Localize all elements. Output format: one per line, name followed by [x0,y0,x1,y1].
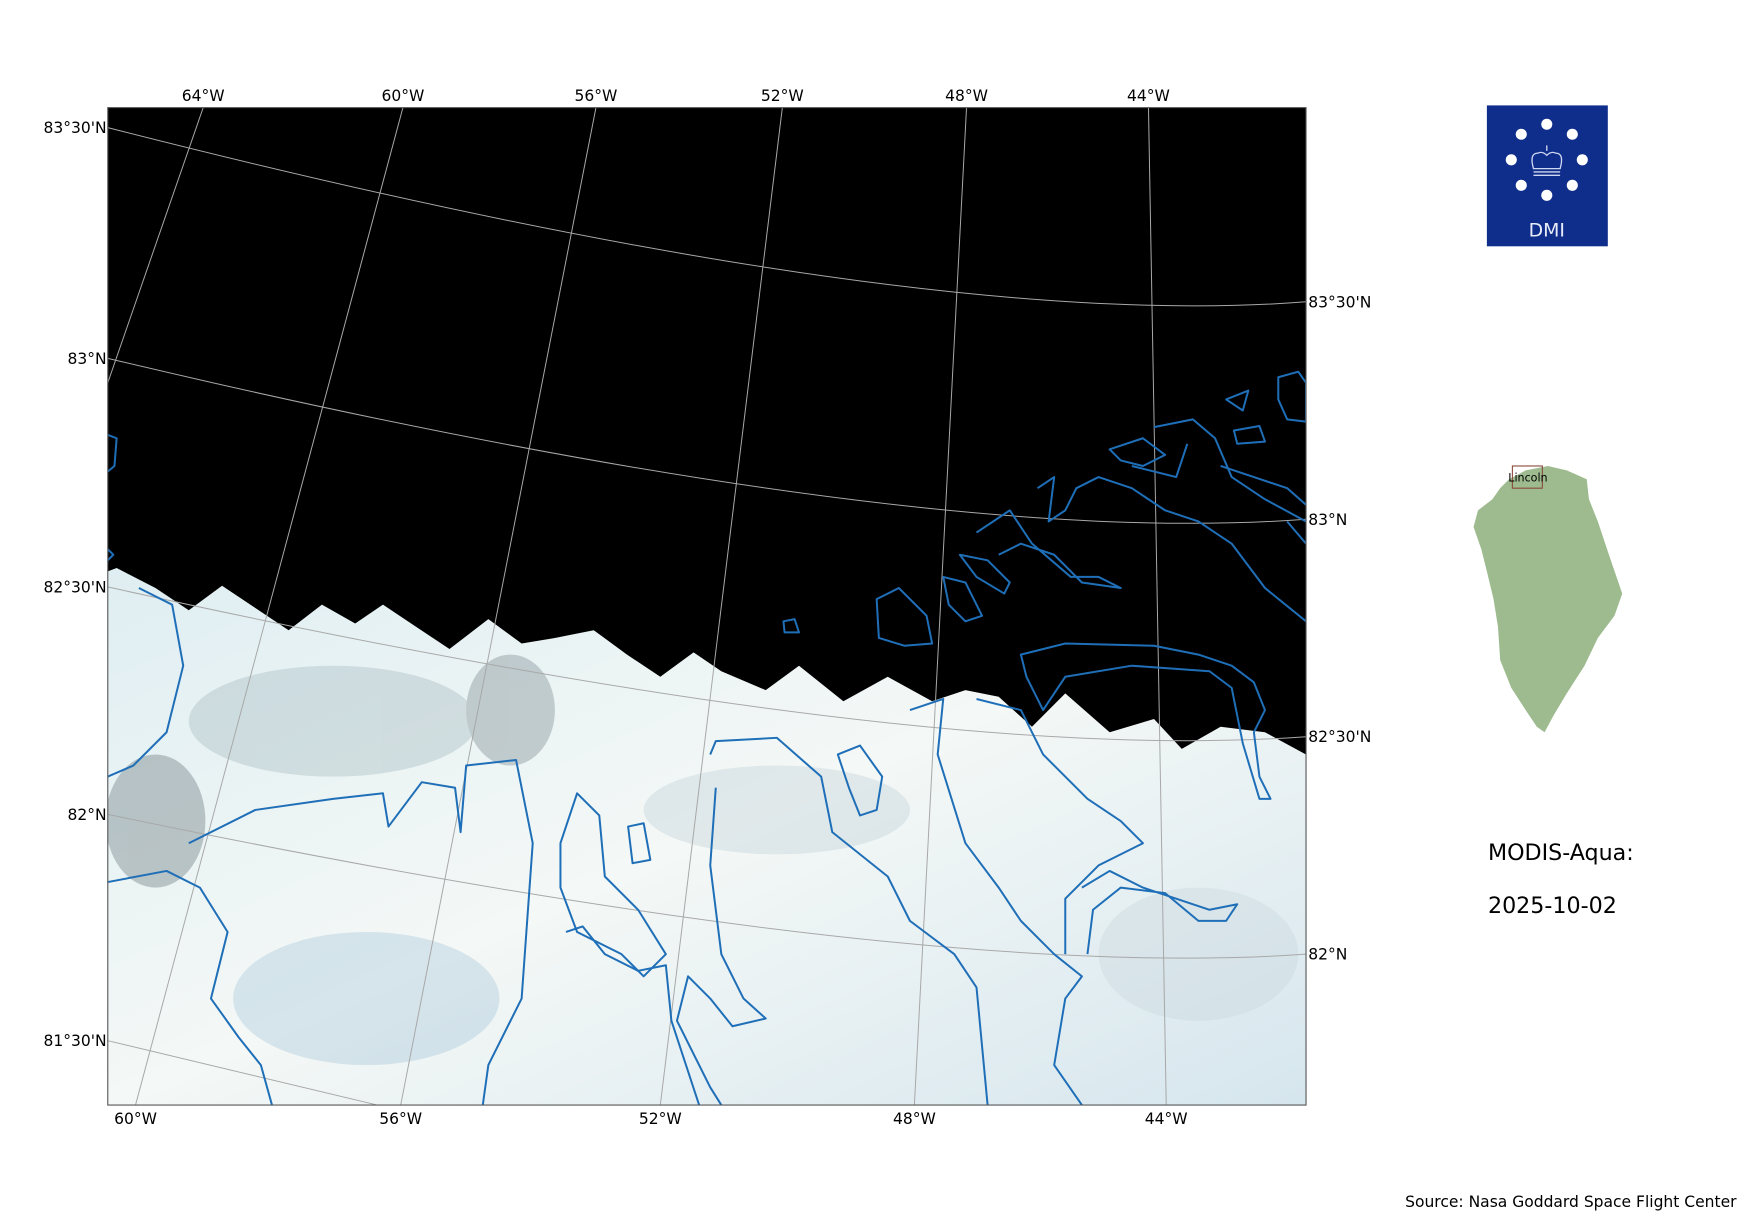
top-longitude-labels: 64°W 60°W 56°W 52°W 48°W 44°W [182,87,1170,105]
lat-label: 83°30'N [44,119,107,137]
lat-label: 83°N [68,350,107,368]
lon-label: 44°W [1127,87,1170,105]
sensor-label: MODIS-Aqua: [1488,840,1634,866]
lat-label: 83°N [1308,511,1347,529]
lat-label: 82°N [1308,946,1347,964]
lon-label: 60°W [381,87,424,105]
lat-label: 83°30'N [1308,293,1371,311]
date-label: 2025-10-02 [1488,893,1617,919]
lat-label: 82°N [68,806,107,824]
coastlines [107,370,1307,1106]
lon-label: 56°W [379,1110,422,1128]
crown-icon [1531,145,1563,176]
lat-label: 82°30'N [44,578,107,596]
source-credit: Source: Nasa Goddard Space Flight Center [1405,1193,1737,1211]
map-area[interactable] [106,107,1307,1106]
bottom-longitude-labels: 60°W 56°W 52°W 48°W 44°W [114,1110,1188,1128]
lat-label: 82°30'N [1308,728,1371,746]
graticule [107,107,1307,1106]
lon-label: 64°W [182,87,225,105]
sea-ice-imagery [107,568,1307,1106]
lon-label: 56°W [575,87,618,105]
dmi-logo: DMI [1486,105,1608,247]
greenland-shape [1473,465,1623,733]
map-frame [107,107,1307,1106]
lat-label: 81°30'N [44,1032,107,1050]
cloud-texture [107,654,1299,1066]
logo-text: DMI [1529,219,1565,241]
lon-label: 60°W [114,1110,157,1128]
lon-label: 52°W [761,87,804,105]
lon-label: 52°W [639,1110,682,1128]
left-latitude-labels: 83°30'N 83°N 82°30'N 82°N 81°30'N [44,119,107,1050]
lon-label: 48°W [893,1110,936,1128]
inset-region-label: Lincoln [1508,472,1547,485]
lon-label: 44°W [1145,1110,1188,1128]
right-latitude-labels: 83°30'N 83°N 82°30'N 82°N [1308,293,1371,963]
lon-label: 48°W [945,87,988,105]
logo-dots [1505,118,1588,201]
greenland-inset: Lincoln [1473,465,1623,733]
